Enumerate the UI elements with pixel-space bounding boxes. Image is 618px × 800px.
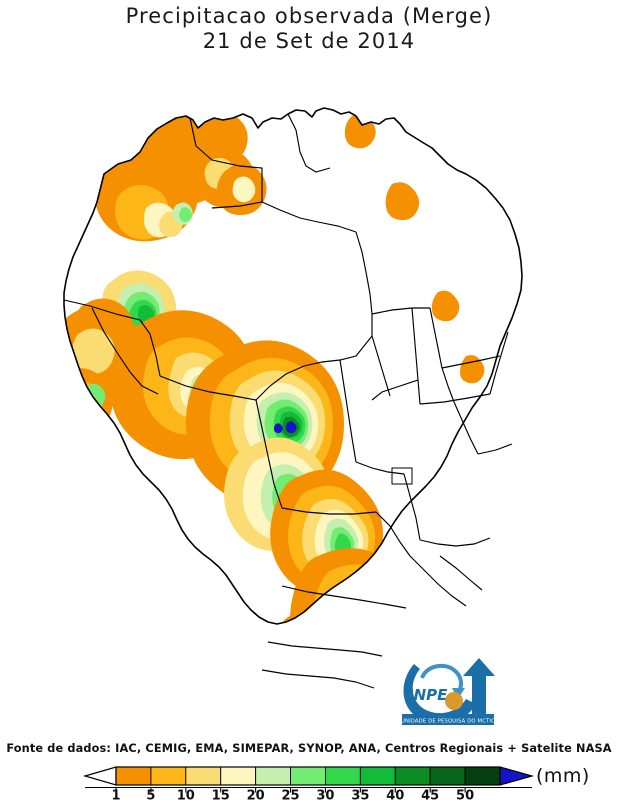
- colorbar-tick-label-10: 10: [177, 789, 195, 800]
- inpe-wordmark: INPE: [408, 686, 448, 704]
- colorbar-band-15-20: [220, 766, 257, 786]
- colorbar-frame: [115, 766, 501, 786]
- precipitation-colorbar-legend: 1 5 10 15 20 25 30 35 40 45 50: [0, 760, 618, 800]
- colorbar-tick-label-35: 35: [351, 789, 369, 800]
- inpe-logo: INPE UNIDADE DE PESQUISA DO MCTIC: [392, 652, 514, 728]
- inpe-tagline: UNIDADE DE PESQUISA DO MCTIC: [401, 718, 495, 724]
- colorbar-under-arrow: [82, 766, 117, 786]
- title-line-primary: Precipitacao observada (Merge): [125, 4, 493, 28]
- data-source-label: Fonte de dados: IAC, CEMIG, EMA, SIMEPAR…: [6, 742, 612, 755]
- colorbar-tick-label-40: 40: [386, 789, 404, 800]
- colorbar-bands: [115, 766, 501, 786]
- brazil-outline: [63, 107, 523, 625]
- colorbar-tick-label-45: 45: [421, 789, 439, 800]
- page-title: Precipitacao observada (Merge) 21 de Set…: [0, 4, 618, 54]
- colorbar-tick-label-1: 1: [111, 789, 120, 800]
- colorbar-unit-label: (mm): [536, 765, 590, 787]
- colorbar-band->50: [464, 766, 501, 786]
- colorbar-tick-label-30: 30: [316, 789, 334, 800]
- colorbar-tick-label-50: 50: [456, 789, 474, 800]
- colorbar-band-20-25: [255, 766, 291, 786]
- colorbar-band-30-35: [325, 766, 361, 786]
- brazil-precipitation-map: [0, 56, 618, 716]
- colorbar-band-1-5: [115, 766, 152, 786]
- colorbar-band-25-30: [290, 766, 326, 786]
- colorbar-tick-label-5: 5: [146, 789, 155, 800]
- colorbar-band-10-15: [185, 766, 222, 786]
- inpe-inner-arc-icon: [420, 663, 464, 694]
- colorbar-band-40-45: [394, 766, 431, 786]
- inpe-globe-dot-icon: [445, 692, 463, 710]
- colorbar-band-5-10: [150, 766, 187, 786]
- state-borders: [63, 113, 513, 689]
- inpe-arrow-up-icon: [463, 658, 495, 718]
- colorbar-tick-label-20: 20: [247, 789, 265, 800]
- precip-blob-amazonas-north: [94, 108, 267, 242]
- colorbar-tick-label-15: 15: [212, 789, 230, 800]
- colorbar-band-35-40: [359, 766, 396, 786]
- colorbar-tick-label-25: 25: [282, 789, 300, 800]
- colorbar-over-arrow: [499, 766, 535, 786]
- colorbar-band-45-50: [429, 766, 466, 786]
- title-line-date: 21 de Set de 2014: [202, 28, 416, 53]
- colorbar-ticks: 1 5 10 15 20 25 30 35 40 45 50: [111, 787, 474, 800]
- inpe-tagline-bar: [402, 714, 494, 725]
